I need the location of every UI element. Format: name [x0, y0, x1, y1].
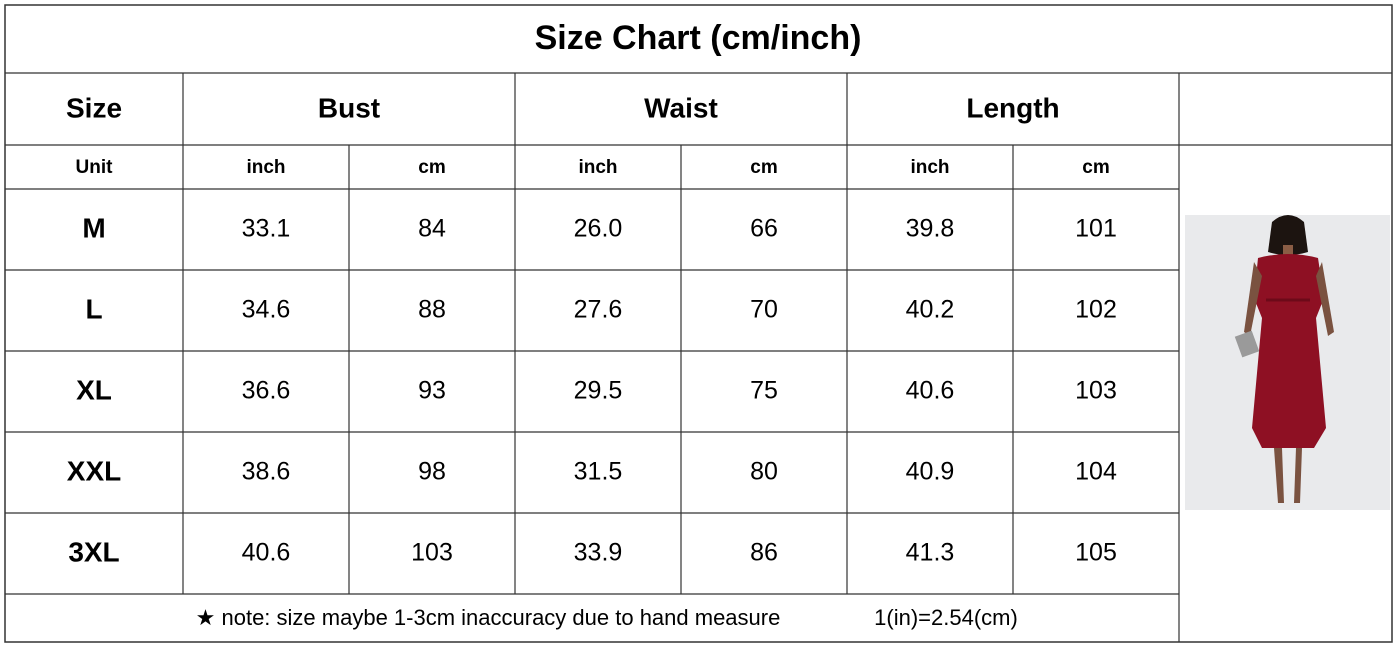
size-label: XXL — [67, 455, 121, 486]
table-grid — [4, 4, 1393, 643]
size-label: L — [85, 293, 102, 324]
table-title: Size Chart (cm/inch) — [535, 19, 862, 57]
measurement: 40.6 — [242, 539, 291, 567]
measurement: 105 — [1075, 539, 1117, 567]
measurement: 38.6 — [242, 458, 291, 486]
measurement: 40.9 — [906, 458, 955, 486]
unit-label: cm — [1082, 157, 1109, 178]
product-photo — [1185, 215, 1390, 510]
measurement: 33.1 — [242, 215, 291, 243]
size-label: M — [82, 212, 105, 243]
measurement: 66 — [750, 215, 778, 243]
size-label: 3XL — [68, 536, 119, 567]
column-header: Waist — [644, 92, 718, 123]
measurement: 39.8 — [906, 215, 955, 243]
measurement: 26.0 — [574, 215, 623, 243]
column-header: Bust — [318, 92, 380, 123]
column-header: Length — [966, 92, 1059, 123]
table-cells: Size Chart (cm/inch) Size Bust Waist Length U… — [66, 19, 1117, 630]
measurement: 86 — [750, 539, 778, 567]
measurement: 40.6 — [906, 377, 955, 405]
measurement: 33.9 — [574, 539, 623, 567]
unit-label: cm — [750, 157, 777, 178]
measurement: 102 — [1075, 296, 1117, 324]
unit-label: cm — [418, 157, 445, 178]
measurement: 70 — [750, 296, 778, 324]
column-header: Size — [66, 92, 122, 123]
measurement: 34.6 — [242, 296, 291, 324]
measurement: 75 — [750, 377, 778, 405]
measurement: 41.3 — [906, 539, 955, 567]
measurement: 40.2 — [906, 296, 955, 324]
measurement: 31.5 — [574, 458, 623, 486]
measurement: 103 — [411, 539, 453, 567]
measurement: 36.6 — [242, 377, 291, 405]
unit-label: inch — [910, 157, 949, 178]
unit-label: inch — [578, 157, 617, 178]
measurement: 29.5 — [574, 377, 623, 405]
measurement: 88 — [418, 296, 446, 324]
conversion: 1(in)=2.54(cm) — [874, 605, 1018, 630]
measurement: 101 — [1075, 215, 1117, 243]
unit-label: Unit — [76, 157, 114, 178]
measurement: 93 — [418, 377, 446, 405]
measurement: 84 — [418, 215, 446, 243]
size-label: XL — [76, 374, 112, 405]
measurement: 98 — [418, 458, 446, 486]
note: ★ note: size maybe 1-3cm inaccuracy due … — [196, 605, 781, 630]
unit-label: inch — [246, 157, 285, 178]
measurement: 80 — [750, 458, 778, 486]
measurement: 103 — [1075, 377, 1117, 405]
measurement: 104 — [1075, 458, 1117, 486]
measurement: 27.6 — [574, 296, 623, 324]
